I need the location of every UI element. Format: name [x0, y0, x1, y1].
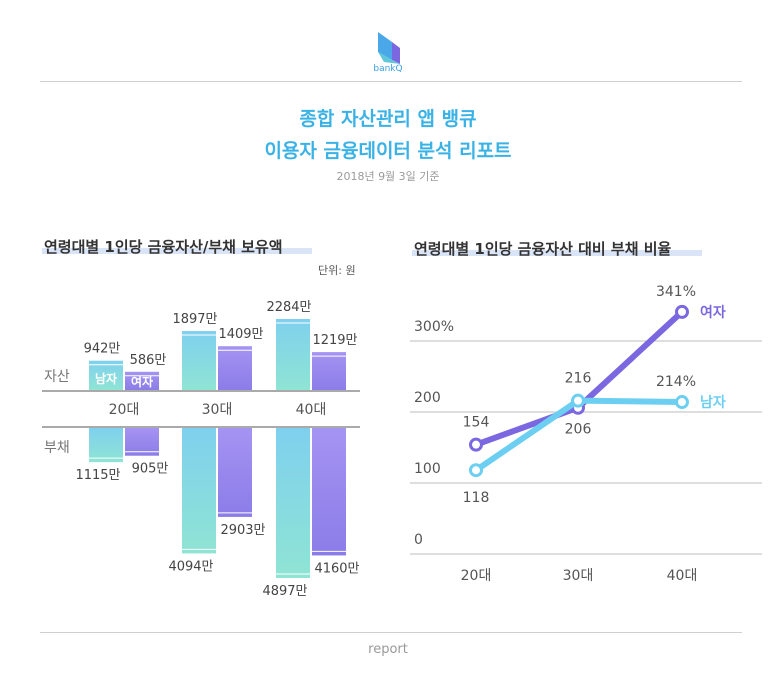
brand-name: bankQ — [373, 64, 403, 74]
asset-bar — [125, 371, 159, 390]
point-value-label: 154 — [463, 415, 490, 431]
point-value-label: 216 — [565, 371, 592, 387]
debt-bar — [218, 428, 252, 517]
left-title-highlight — [42, 248, 312, 254]
debt-value-label: 2903만 — [220, 523, 265, 538]
asset-value-label: 942만 — [84, 342, 121, 357]
legend-female-label: 여자 — [131, 374, 153, 389]
footer-divider — [40, 632, 742, 633]
debt-value-label: 4160만 — [314, 561, 359, 576]
asset-bar — [182, 331, 216, 390]
asset-value-label: 2284만 — [266, 300, 311, 315]
debt-value-label: 905만 — [132, 462, 169, 477]
y-tick-label: 200 — [414, 390, 441, 406]
series-name-label: 남자 — [700, 394, 726, 411]
series-point — [571, 393, 585, 408]
series-point — [675, 395, 689, 410]
y-tick-label: 100 — [414, 461, 441, 477]
report-date: 2018년 9월 3일 기준 — [336, 170, 440, 183]
debt-bar — [89, 428, 123, 463]
category-label: 20대 — [109, 402, 140, 418]
asset-bar — [276, 319, 310, 390]
series-point — [469, 463, 483, 478]
series-point — [469, 437, 483, 452]
left-chart-title: 연령대별 1인당 금융자산/부채 보유액 — [44, 238, 283, 256]
point-value-label: 341% — [656, 284, 696, 300]
y-tick-label: 300% — [414, 319, 454, 335]
x-tick-label: 20대 — [461, 568, 492, 584]
point-value-label: 214% — [656, 374, 696, 390]
point-value-label: 206 — [565, 422, 592, 438]
asset-bar — [218, 346, 252, 390]
series-point — [675, 304, 689, 319]
debt-bar — [312, 428, 346, 556]
debt-bar — [276, 428, 310, 578]
legend-male-label: 남자 — [95, 371, 117, 386]
right-chart-title: 연령대별 1인당 금융자산 대비 부채 비율 — [414, 240, 672, 258]
row-label-debt: 부채 — [44, 440, 70, 456]
asset-value-label: 1897만 — [172, 312, 217, 327]
x-tick-label: 30대 — [563, 568, 594, 584]
asset-value-label: 1409만 — [218, 327, 263, 342]
debt-value-label: 4897만 — [262, 584, 307, 599]
row-label-assets: 자산 — [44, 369, 70, 385]
asset-value-label: 1219만 — [312, 333, 357, 348]
category-label: 40대 — [296, 402, 327, 418]
debt-value-label: 4094만 — [168, 559, 213, 574]
category-label: 30대 — [202, 402, 233, 418]
right-title-highlight — [412, 250, 702, 256]
point-value-label: 118 — [463, 490, 490, 506]
report-title-line1: 종합 자산관리 앱 뱅큐 — [299, 108, 477, 130]
header-divider — [40, 81, 742, 82]
unit-label: 단위: 원 — [318, 264, 356, 277]
asset-value-label: 586만 — [130, 353, 167, 368]
bankq-logo-icon — [378, 32, 400, 64]
y-tick-label: 0 — [414, 532, 423, 548]
asset-bar — [312, 352, 346, 390]
footer-label: report — [368, 642, 408, 657]
report-title-line2: 이용자 금융데이터 분석 리포트 — [264, 140, 512, 162]
debt-bar — [125, 428, 159, 456]
series-name-label: 여자 — [700, 304, 726, 321]
x-tick-label: 40대 — [667, 568, 698, 584]
debt-value-label: 1115만 — [75, 468, 120, 483]
debt-bar — [182, 428, 216, 554]
asset-bar — [89, 360, 123, 390]
